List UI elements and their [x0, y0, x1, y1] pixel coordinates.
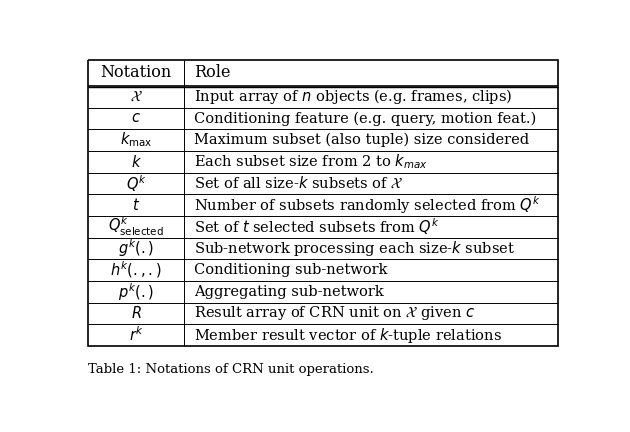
- Text: $\mathcal{X}$: $\mathcal{X}$: [130, 89, 142, 104]
- Text: $k_{\mathrm{max}}$: $k_{\mathrm{max}}$: [120, 131, 152, 149]
- Text: Member result vector of $k$-tuple relations: Member result vector of $k$-tuple relati…: [193, 326, 501, 345]
- Text: Aggregating sub-network: Aggregating sub-network: [193, 285, 384, 299]
- Text: Set of $t$ selected subsets from $Q^k$: Set of $t$ selected subsets from $Q^k$: [193, 216, 440, 237]
- Text: Each subset size from 2 to $k_{max}$: Each subset size from 2 to $k_{max}$: [193, 152, 427, 171]
- Text: $c$: $c$: [131, 111, 141, 125]
- Text: $R$: $R$: [131, 305, 142, 321]
- Text: Role: Role: [193, 64, 230, 81]
- Text: Input array of $n$ objects (e.g. frames, clips): Input array of $n$ objects (e.g. frames,…: [193, 87, 512, 106]
- Text: Sub-network processing each size-$k$ subset: Sub-network processing each size-$k$ sub…: [193, 239, 515, 258]
- Text: Set of all size-$k$ subsets of $\mathcal{X}$: Set of all size-$k$ subsets of $\mathcal…: [193, 176, 403, 191]
- Text: $p^k(.)$: $p^k(.)$: [118, 281, 154, 303]
- Text: Conditioning sub-network: Conditioning sub-network: [193, 263, 387, 277]
- Text: Notation: Notation: [101, 64, 172, 81]
- Text: $Q^k_{\mathrm{selected}}$: $Q^k_{\mathrm{selected}}$: [108, 215, 164, 238]
- Text: Maximum subset (also tuple) size considered: Maximum subset (also tuple) size conside…: [193, 133, 529, 147]
- Text: Table 1: Notations of CRN unit operations.: Table 1: Notations of CRN unit operation…: [88, 363, 374, 376]
- Text: $k$: $k$: [130, 154, 142, 170]
- Text: $r^k$: $r^k$: [129, 326, 144, 344]
- Text: $Q^k$: $Q^k$: [126, 173, 147, 194]
- Text: $t$: $t$: [132, 197, 140, 213]
- Text: Number of subsets randomly selected from $Q^k$: Number of subsets randomly selected from…: [193, 194, 541, 216]
- Text: $h^k(.,.)$: $h^k(.,.)$: [110, 260, 162, 280]
- Text: Conditioning feature (e.g. query, motion feat.): Conditioning feature (e.g. query, motion…: [193, 111, 536, 126]
- Text: $g^k(.)$: $g^k(.)$: [118, 238, 154, 259]
- Text: Result array of CRN unit on $\mathcal{X}$ given $c$: Result array of CRN unit on $\mathcal{X}…: [193, 305, 475, 322]
